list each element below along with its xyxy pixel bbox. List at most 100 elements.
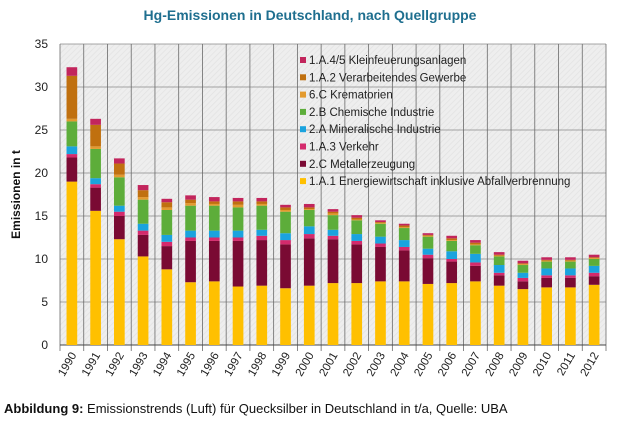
bar-segment: [256, 205, 268, 230]
x-tick-label: 1997: [222, 351, 245, 379]
bar-segment: [114, 205, 125, 212]
bar-segment: [232, 197, 244, 202]
bar-segment: [517, 289, 529, 345]
chart-title: Hg-Emissionen in Deutschland, nach Quell…: [143, 7, 477, 23]
bar-segment: [541, 261, 552, 269]
bar-segment: [351, 215, 363, 218]
bar-segment: [66, 67, 78, 76]
bar-segment: [137, 197, 149, 200]
bar-segment: [565, 261, 576, 269]
x-tick-label: 1990: [56, 351, 79, 379]
bar-segment: [588, 257, 600, 259]
y-tick-label: 10: [35, 252, 49, 266]
bar-segment: [565, 257, 576, 260]
bar-segment: [161, 246, 173, 270]
legend-label: 6.C Krematorien: [309, 90, 393, 102]
bar-segment: [185, 237, 196, 241]
bar-segment: [232, 207, 244, 231]
bar-segment: [208, 205, 220, 231]
x-tick-label: 1995: [175, 351, 198, 379]
bar-segment: [208, 281, 220, 345]
legend-swatch: [300, 143, 306, 150]
bar-segment: [351, 283, 363, 345]
bar-segment: [493, 252, 505, 255]
bar-segment: [565, 287, 576, 345]
bar-segment: [541, 259, 552, 261]
bar-segment: [517, 281, 529, 290]
x-tick-label: 1994: [151, 350, 174, 379]
bar-segment: [446, 251, 458, 259]
x-tick-label: 2001: [317, 351, 340, 379]
x-tick-label: 2004: [389, 350, 412, 379]
bar-segment: [256, 240, 268, 286]
bar-segment: [90, 146, 101, 149]
bar-segment: [114, 174, 125, 178]
bar-segment: [327, 283, 339, 345]
bar-segment: [541, 257, 552, 260]
bar-segment: [422, 258, 434, 284]
bar-segment: [375, 222, 386, 223]
bar-segment: [66, 121, 78, 147]
y-tick-label: 0: [41, 338, 48, 352]
bar-segment: [541, 268, 552, 276]
legend-swatch: [300, 74, 306, 81]
bar-segment: [114, 211, 125, 216]
bar-segment: [541, 287, 552, 345]
bar-segment: [303, 226, 315, 235]
bar-segment: [446, 235, 458, 239]
bar-segment: [398, 228, 410, 241]
bar-segment: [208, 230, 220, 238]
bar-segment: [90, 124, 101, 147]
bar-segment: [517, 277, 529, 282]
bar-segment: [470, 253, 481, 263]
x-tick-label: 1996: [199, 351, 222, 379]
bar-segment: [232, 204, 244, 208]
y-tick-label: 30: [35, 80, 49, 94]
bar-segment: [161, 241, 173, 247]
bar-segment: [446, 261, 458, 284]
bar-segment: [280, 288, 291, 345]
bar-segment: [208, 197, 220, 202]
y-tick-label: 25: [35, 123, 49, 137]
x-tick-label: 1998: [246, 351, 269, 379]
bar-segment: [398, 250, 410, 282]
bar-segment: [375, 220, 386, 223]
x-tick-label: 1991: [80, 351, 103, 379]
legend-label: 2.A Mineralische Industrie: [309, 124, 441, 136]
bar-segment: [588, 254, 600, 258]
bar-segment: [541, 260, 552, 262]
bar-segment: [66, 157, 78, 182]
bar-segment: [208, 237, 220, 241]
bar-segment: [422, 283, 434, 345]
bar-segment: [398, 240, 410, 247]
bar-segment: [446, 240, 458, 252]
bar-segment: [327, 213, 339, 216]
bar-segment: [66, 146, 78, 155]
bar-segment: [114, 158, 125, 164]
bar-segment: [208, 201, 220, 204]
bar-segment: [470, 242, 481, 245]
bar-segment: [66, 181, 78, 345]
bar-segment: [422, 248, 434, 255]
bar-segment: [470, 265, 481, 282]
bar-segment: [66, 154, 78, 158]
bar-segment: [114, 239, 125, 345]
bar-segment: [351, 217, 363, 220]
bar-segment: [517, 264, 529, 266]
y-tick-label: 5: [41, 295, 48, 309]
bar-segment: [256, 285, 268, 345]
bar-segment: [327, 209, 339, 212]
bar-segment: [137, 256, 149, 345]
bar-segment: [493, 285, 505, 345]
bar-segment: [375, 246, 386, 282]
bar-segment: [327, 235, 339, 240]
bar-segment: [185, 203, 196, 206]
bar-segment: [232, 201, 244, 205]
bar-segment: [517, 263, 529, 265]
bar-segment: [161, 198, 173, 203]
x-tick-label: 2008: [484, 351, 507, 379]
bar-segment: [470, 244, 481, 246]
bar-segment: [493, 265, 505, 273]
bar-segment: [470, 245, 481, 254]
bar-segment: [232, 240, 244, 287]
